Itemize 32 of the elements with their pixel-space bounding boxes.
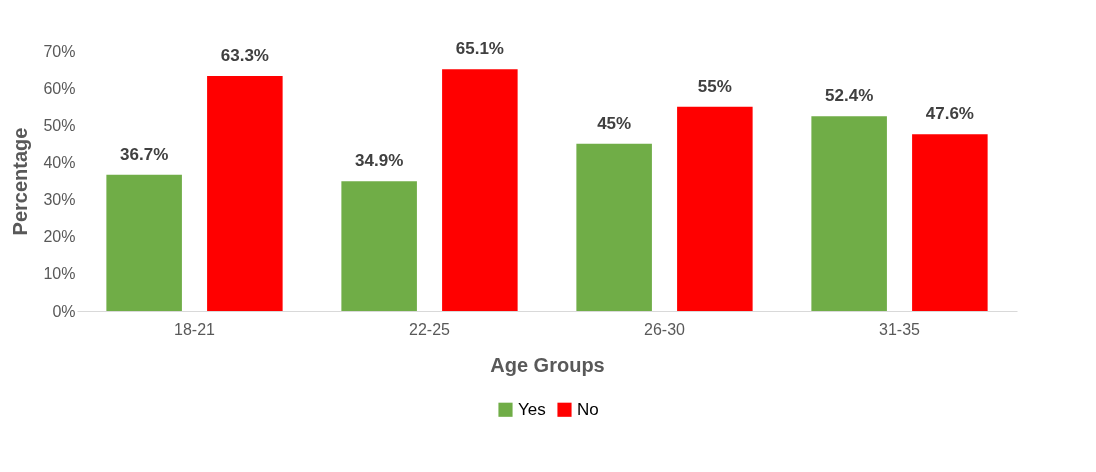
x-tick-label: 31-35 [879, 320, 921, 338]
y-tick-label: 10% [43, 265, 76, 283]
y-tick-label: 50% [43, 116, 76, 134]
y-tick-label: 40% [43, 153, 76, 171]
data-label: 45% [597, 113, 632, 133]
x-axis-title: Age Groups [490, 353, 605, 376]
bar [341, 181, 417, 311]
bar [912, 134, 988, 311]
bar [677, 106, 753, 311]
y-tick-label: 60% [43, 79, 76, 97]
y-tick-label: 20% [43, 228, 76, 246]
bar [442, 69, 518, 311]
data-label: 36.7% [120, 144, 169, 164]
legend-label: No [577, 399, 599, 419]
bar [106, 174, 182, 311]
x-tick-label: 26-30 [644, 320, 686, 338]
bar [207, 75, 283, 311]
data-label: 52.4% [825, 86, 874, 106]
y-tick-label: 30% [43, 191, 76, 209]
data-label: 34.9% [355, 151, 404, 171]
x-tick-label: 22-25 [409, 320, 451, 338]
x-tick-label: 18-21 [174, 320, 216, 338]
data-label: 65.1% [455, 39, 504, 59]
data-label: 55% [697, 76, 732, 96]
data-label: 63.3% [220, 45, 269, 65]
legend-label: Yes [518, 399, 546, 419]
bar [811, 116, 887, 311]
y-tick-label: 0% [52, 302, 76, 320]
bar [576, 143, 652, 311]
y-axis-title: Percentage [9, 127, 32, 236]
data-label: 47.6% [925, 104, 974, 124]
y-tick-label: 70% [43, 42, 76, 60]
